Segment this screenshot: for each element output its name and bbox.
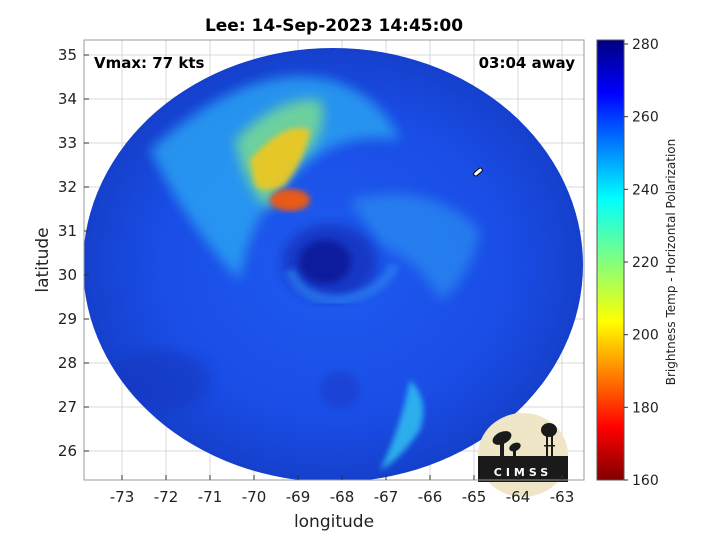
- colorbar-ticks: 280 260 240 220 200 180 160: [624, 37, 659, 489]
- y-tick-label: 33: [58, 134, 77, 152]
- y-tick-label: 34: [58, 90, 77, 108]
- y-tick-label: 31: [58, 222, 77, 240]
- x-axis-ticks: -73 -72 -71 -70 -69 -68 -67 -66 -65 -64 -63: [110, 475, 575, 506]
- colorbar-tick-label: 260: [632, 110, 659, 126]
- time-away-annotation: 03:04 away: [479, 54, 576, 72]
- colorbar-tick-label: 160: [632, 473, 659, 489]
- y-axis-ticks: 35 34 33 32 31 30 29 28 27 26: [58, 46, 89, 460]
- colorbar-tick-label: 240: [632, 182, 659, 198]
- x-tick-label: -66: [418, 488, 443, 506]
- x-tick-label: -68: [330, 488, 355, 506]
- y-tick-label: 30: [58, 266, 77, 284]
- y-tick-label: 35: [58, 46, 77, 64]
- x-tick-label: -64: [506, 488, 531, 506]
- x-tick-label: -70: [242, 488, 267, 506]
- x-tick-label: -71: [198, 488, 223, 506]
- y-tick-label: 28: [58, 354, 77, 372]
- y-axis-label: latitude: [33, 227, 53, 292]
- x-tick-label: -65: [462, 488, 487, 506]
- x-axis-label: longitude: [294, 512, 374, 532]
- y-tick-label: 32: [58, 178, 77, 196]
- y-tick-label: 26: [58, 442, 77, 460]
- plot-area: Vmax: 77 kts 03:04 away CIMSS: [83, 39, 585, 497]
- colorbar-label: Brightness Temp - Horizontal Polarizatio…: [664, 139, 678, 386]
- colorbar-tick-label: 280: [632, 37, 659, 53]
- x-tick-label: -72: [154, 488, 179, 506]
- satellite-image: [84, 48, 583, 480]
- x-tick-label: -63: [550, 488, 575, 506]
- x-tick-label: -67: [374, 488, 399, 506]
- x-tick-label: -69: [286, 488, 311, 506]
- logo-text: CIMSS: [494, 466, 552, 479]
- plot-title: Lee: 14-Sep-2023 14:45:00: [205, 16, 463, 36]
- colorbar: 280 260 240 220 200 180 160 Brightness Temp - …: [596, 37, 678, 489]
- cimss-logo: CIMSS: [478, 413, 568, 497]
- colorbar-tick-label: 220: [632, 255, 659, 271]
- colorbar-tick-label: 180: [632, 400, 659, 416]
- vmax-annotation: Vmax: 77 kts: [94, 54, 204, 72]
- y-tick-label: 29: [58, 310, 77, 328]
- x-tick-label: -73: [110, 488, 135, 506]
- colorbar-tick-label: 200: [632, 328, 659, 344]
- y-tick-label: 27: [58, 398, 77, 416]
